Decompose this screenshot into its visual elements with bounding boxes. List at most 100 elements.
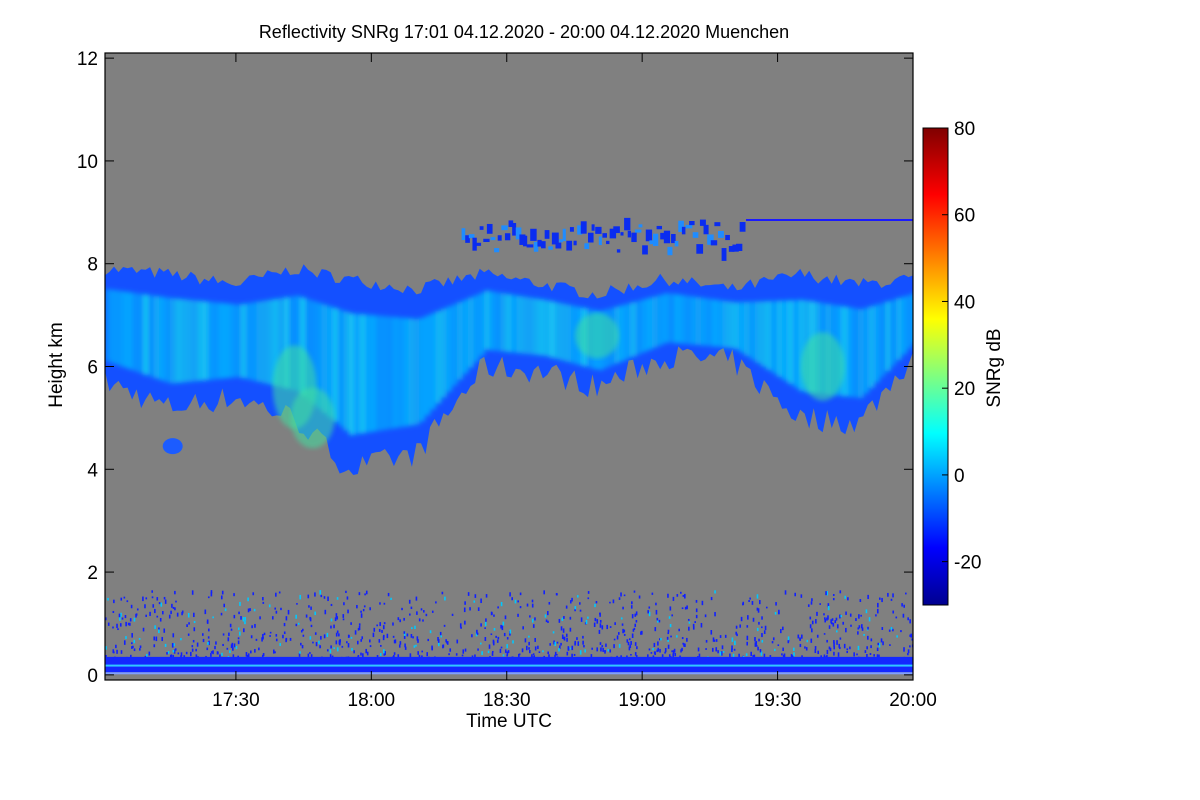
clutter-speck (544, 614, 547, 618)
clutter-speck (809, 624, 812, 629)
clutter-speck (173, 649, 176, 654)
clutter-speck (193, 627, 196, 632)
thin-layer-echo (501, 225, 508, 231)
clutter-speck (745, 653, 748, 656)
clutter-speck (840, 615, 842, 618)
clutter-speck (905, 592, 907, 595)
cloud-core (359, 314, 366, 434)
cloud-core (310, 300, 317, 405)
clutter-speck (834, 620, 837, 624)
clutter-speck (380, 644, 382, 647)
clutter-speck (195, 648, 197, 652)
clutter-speck (547, 651, 549, 655)
cloud-core (657, 294, 664, 346)
clutter-speck (416, 611, 418, 615)
thin-layer-echo (569, 227, 574, 232)
y-tick-label: 12 (77, 49, 98, 70)
clutter-speck (772, 637, 775, 641)
clutter-speck (724, 634, 727, 638)
clutter-speck (565, 605, 568, 609)
clutter-speck (876, 647, 879, 652)
clutter-speck (228, 632, 230, 637)
clutter-speck (583, 645, 585, 648)
clutter-speck (151, 590, 153, 593)
cloud-core (207, 301, 214, 380)
clutter-speck (635, 620, 638, 623)
thin-layer-echo (678, 220, 684, 233)
clutter-speck (161, 636, 164, 642)
clutter-speck (684, 606, 687, 610)
clutter-speck (632, 628, 635, 632)
clutter-speck (309, 636, 312, 640)
clutter-speck (336, 630, 339, 634)
clutter-speck (543, 590, 545, 595)
clutter-speck (210, 590, 213, 594)
clutter-speck (542, 650, 544, 653)
cloud-core (771, 300, 778, 374)
clutter-speck (656, 649, 659, 653)
clutter-speck (105, 646, 107, 650)
cloud-core (121, 291, 128, 368)
clutter-speck (493, 627, 496, 631)
thin-layer-echo (544, 230, 550, 239)
clutter-speck (384, 651, 386, 656)
clutter-speck (259, 616, 261, 620)
clutter-speck (333, 624, 335, 629)
clutter-speck (120, 650, 123, 654)
clutter-speck (364, 593, 366, 596)
clutter-speck (220, 612, 223, 616)
clutter-speck (571, 597, 573, 602)
clutter-speck (268, 604, 271, 608)
clutter-speck (171, 603, 173, 608)
clutter-speck (485, 594, 488, 598)
cloud-core (700, 297, 707, 346)
clutter-speck (403, 632, 406, 637)
clutter-speck (300, 630, 303, 633)
clutter-speck (763, 653, 766, 658)
thin-layer-echo (609, 228, 617, 239)
clutter-speck (221, 652, 223, 656)
clutter-speck (596, 619, 599, 624)
clutter-speck (481, 651, 483, 655)
clutter-speck (799, 643, 802, 648)
cloud-core (229, 304, 236, 378)
clutter-speck (876, 608, 879, 614)
clutter-speck (413, 645, 416, 648)
cloud-core (684, 295, 691, 345)
cloud-core (435, 311, 442, 404)
cloud-core (397, 317, 404, 428)
clutter-speck (283, 631, 286, 635)
clutter-speck (827, 603, 830, 608)
cloud-core (370, 315, 377, 432)
clutter-speck (820, 655, 822, 659)
thin-layer-echo (461, 228, 466, 241)
clutter-speck (399, 641, 402, 645)
cloud-core (262, 300, 269, 384)
thin-layer-echo (624, 217, 631, 231)
thin-layer-echo (638, 224, 643, 228)
clutter-speck (310, 624, 313, 628)
thin-layer-echo (721, 248, 727, 261)
cloud-core (625, 303, 632, 359)
clutter-speck (712, 637, 715, 642)
cloud-core (283, 297, 290, 389)
clutter-speck (605, 643, 607, 647)
clutter-speck (607, 648, 610, 652)
clutter-speck (354, 630, 357, 635)
cloud-core (852, 308, 859, 398)
clutter-speck (262, 653, 265, 657)
clutter-speck (202, 638, 205, 643)
upper-thin-layer (461, 217, 746, 261)
clutter-speck (758, 621, 760, 625)
clutter-speck (548, 654, 550, 658)
clutter-speck (758, 638, 760, 642)
clutter-speck (866, 653, 868, 658)
clutter-speck (480, 623, 482, 627)
clutter-speck (464, 601, 466, 605)
cloud-core (755, 301, 762, 363)
clutter-speck (223, 603, 226, 608)
thin-layer-echo (649, 240, 655, 245)
clutter-speck (681, 647, 683, 652)
clutter-speck (242, 617, 245, 622)
clutter-speck (554, 654, 556, 659)
